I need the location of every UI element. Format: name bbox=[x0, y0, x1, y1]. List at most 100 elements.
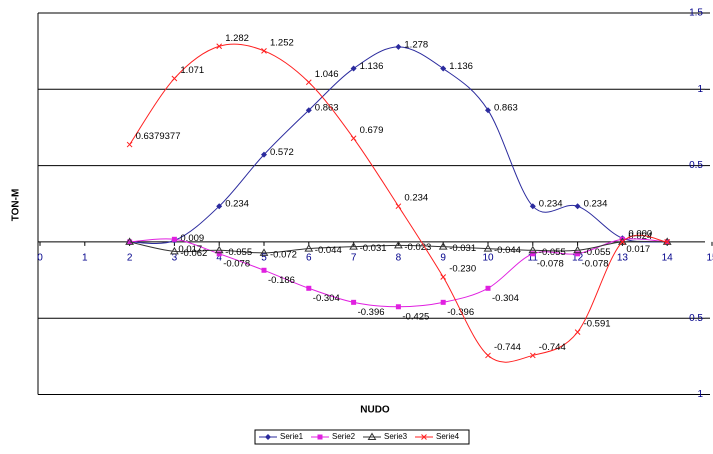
data-label: -0.031 bbox=[360, 243, 387, 254]
point bbox=[395, 304, 401, 310]
data-label: -0.078 bbox=[537, 258, 564, 269]
point bbox=[485, 107, 491, 114]
x-tick-label: 3 bbox=[172, 253, 178, 264]
data-label: -0.591 bbox=[584, 319, 611, 330]
point bbox=[351, 299, 357, 305]
data-label: -0.230 bbox=[449, 264, 476, 275]
x-tick-label: 7 bbox=[351, 253, 357, 264]
data-label: -0.044 bbox=[494, 245, 521, 256]
legend-marker bbox=[317, 434, 323, 440]
point bbox=[574, 329, 581, 335]
data-label: -0.062 bbox=[180, 248, 207, 259]
point bbox=[529, 352, 536, 359]
point bbox=[350, 135, 357, 142]
data-label: 1.136 bbox=[360, 61, 384, 72]
data-label: -0.055 bbox=[225, 247, 252, 258]
point bbox=[261, 47, 267, 54]
point bbox=[395, 203, 402, 210]
y-tick-label: 0.5 bbox=[689, 160, 703, 171]
y-tick-label: 1 bbox=[697, 389, 703, 400]
x-tick-label: 12 bbox=[572, 253, 584, 264]
point bbox=[440, 299, 446, 305]
x-tick-label: 15 bbox=[706, 253, 713, 264]
data-label: 0.6379377 bbox=[136, 131, 181, 142]
legend-label: Serie2 bbox=[332, 432, 356, 441]
point bbox=[440, 274, 447, 280]
point bbox=[261, 151, 267, 158]
data-label: 0.234 bbox=[225, 199, 249, 210]
legend-marker bbox=[367, 432, 377, 440]
point bbox=[394, 240, 403, 249]
point bbox=[574, 203, 581, 210]
point bbox=[485, 285, 491, 291]
point bbox=[575, 251, 581, 257]
data-label: 0.572 bbox=[270, 147, 294, 158]
series-line bbox=[129, 46, 668, 245]
data-label: -0.304 bbox=[313, 293, 340, 304]
data-label: -0.744 bbox=[494, 342, 521, 353]
point bbox=[618, 237, 627, 245]
point bbox=[216, 43, 223, 50]
data-label: 0.863 bbox=[315, 103, 339, 114]
x-tick-label: 5 bbox=[261, 253, 267, 264]
legend-label: Serie1 bbox=[280, 432, 304, 441]
legend-label: Serie3 bbox=[384, 432, 408, 441]
data-label: -0.744 bbox=[539, 342, 566, 353]
data-label: -0.072 bbox=[270, 249, 297, 260]
point bbox=[529, 203, 536, 210]
point bbox=[619, 239, 626, 245]
data-label: 0.234 bbox=[404, 193, 428, 204]
point bbox=[305, 107, 312, 114]
data-label: 1.282 bbox=[225, 33, 249, 44]
data-label: 0.234 bbox=[584, 199, 608, 210]
data-label: 0.017 bbox=[178, 244, 202, 255]
data-label: 0.009 bbox=[180, 233, 204, 244]
x-tick-label: 11 bbox=[528, 253, 539, 264]
point bbox=[216, 251, 222, 257]
point bbox=[304, 244, 314, 252]
data-label: 0.017 bbox=[626, 244, 650, 255]
data-label: 0.024 bbox=[628, 231, 652, 242]
legend-label: Serie4 bbox=[436, 432, 460, 441]
data-label: -0.186 bbox=[268, 275, 295, 286]
series-line bbox=[129, 240, 668, 254]
data-label: -0.044 bbox=[315, 245, 342, 256]
point bbox=[305, 79, 312, 86]
data-label: -0.396 bbox=[447, 307, 474, 318]
point bbox=[259, 248, 269, 256]
legend-marker bbox=[265, 434, 271, 440]
x-tick-label: 6 bbox=[306, 253, 312, 264]
data-label: 1.278 bbox=[404, 39, 428, 50]
data-label: 1.071 bbox=[180, 65, 204, 76]
data-label: -0.055 bbox=[584, 247, 611, 258]
data-label: -0.055 bbox=[539, 247, 566, 258]
legend: Serie1 Serie2 Serie3 Serie4 bbox=[254, 429, 470, 445]
point bbox=[485, 352, 491, 359]
data-label: -0.078 bbox=[582, 258, 609, 269]
point bbox=[171, 236, 177, 242]
legend-box bbox=[254, 429, 470, 445]
x-axis-title: NUDO bbox=[360, 405, 390, 416]
point bbox=[170, 246, 179, 255]
point bbox=[126, 141, 133, 148]
point bbox=[216, 203, 223, 210]
x-tick-label: 13 bbox=[617, 253, 629, 264]
x-tick-label: 9 bbox=[440, 253, 446, 264]
data-label: 0.000 bbox=[628, 228, 652, 239]
point bbox=[530, 251, 536, 257]
x-tick-label: 0 bbox=[37, 253, 43, 264]
point bbox=[214, 245, 224, 254]
x-tick-label: 2 bbox=[127, 253, 133, 264]
data-label: -0.304 bbox=[492, 293, 519, 304]
data-label: 0.679 bbox=[360, 125, 384, 136]
y-tick-label: 1 bbox=[697, 84, 703, 95]
data-label: -0.031 bbox=[449, 243, 476, 254]
point bbox=[664, 239, 671, 245]
data-label: -0.078 bbox=[223, 258, 250, 269]
x-tick-label: 4 bbox=[216, 253, 222, 264]
point bbox=[349, 242, 358, 250]
legend-marker bbox=[421, 434, 427, 440]
y-tick-label: 1.5 bbox=[689, 8, 703, 19]
point bbox=[483, 244, 493, 252]
x-tick-label: 1 bbox=[82, 253, 88, 264]
